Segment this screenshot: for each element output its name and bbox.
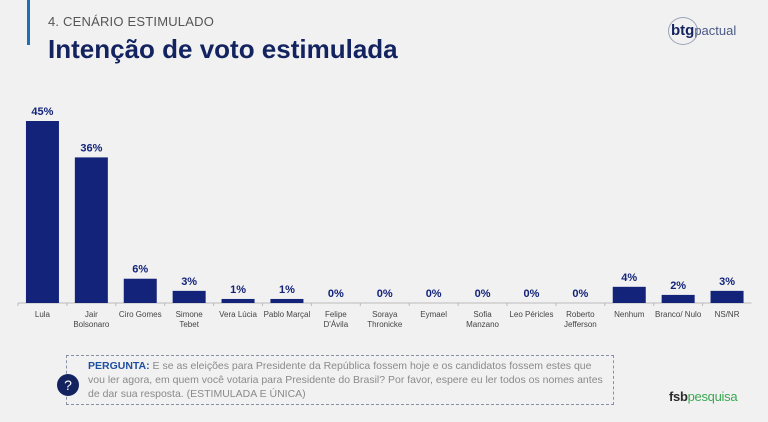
data-label: 0% [572, 288, 588, 300]
category-label: Bolsonaro [73, 320, 110, 329]
data-label: 0% [377, 288, 393, 300]
bar-1 [74, 157, 108, 303]
data-label: 45% [31, 106, 53, 118]
category-label: Branco/ Nulo [655, 310, 702, 319]
accent-bar [27, 0, 30, 45]
btg-pactual-logo: btg pactual [668, 17, 737, 45]
category-label: Lula [35, 310, 51, 319]
question-label: PERGUNTA: [88, 360, 150, 372]
bar-13 [661, 294, 695, 303]
category-label: Jair [85, 310, 98, 319]
category-label: Ciro Gomes [119, 310, 162, 319]
bar-5 [270, 298, 304, 303]
data-label: 2% [670, 280, 686, 292]
data-label: 4% [621, 272, 637, 284]
category-label: Simone [176, 310, 204, 319]
logo-fsb-text: fsb [669, 389, 688, 404]
category-label: Manzano [466, 320, 499, 329]
section-label: 4. CENÁRIO ESTIMULADO [48, 14, 215, 29]
data-label: 3% [719, 276, 735, 288]
category-label: Roberto [566, 310, 595, 319]
category-label: Tebet [179, 320, 199, 329]
question-text: PERGUNTA: E se as eleições para Presiden… [88, 359, 608, 401]
data-label: 6% [132, 264, 148, 276]
data-label: 1% [279, 284, 295, 296]
category-label: Vera Lúcia [219, 310, 257, 319]
logo-pactual-text: pactual [694, 22, 737, 38]
fsb-pesquisa-logo: fsbpesquisa [669, 389, 738, 404]
category-label: Soraya [372, 310, 398, 319]
category-label: Thronicke [367, 320, 403, 329]
bar-12 [612, 286, 646, 303]
data-label: 0% [328, 288, 344, 300]
category-label: Pablo Marçal [264, 310, 311, 319]
data-label: 0% [426, 288, 442, 300]
category-label: Felipe [325, 310, 347, 319]
data-label: 3% [181, 276, 197, 288]
question-mark-icon: ? [57, 374, 79, 396]
category-label: Nenhum [614, 310, 645, 319]
bar-4 [221, 298, 255, 303]
category-label: Eymael [420, 310, 447, 319]
category-label: D'Ávila [324, 320, 349, 329]
logo-circle-icon [668, 17, 698, 45]
bar-3 [172, 290, 206, 303]
category-label: Jefferson [564, 320, 597, 329]
category-label: Sofia [473, 310, 492, 319]
data-label: 36% [80, 142, 102, 154]
bar-14 [710, 290, 744, 303]
category-label: NS/NR [715, 310, 740, 319]
logo-btg-text: btg [671, 21, 695, 39]
page-title: Intenção de voto estimulada [48, 34, 398, 64]
data-label: 0% [475, 288, 491, 300]
data-label: 1% [230, 284, 246, 296]
bar-0 [25, 121, 59, 303]
category-label: Leo Péricles [509, 310, 553, 319]
data-label: 0% [523, 288, 539, 300]
bar-2 [123, 278, 157, 303]
question-body: E se as eleições para Presidente da Repú… [88, 360, 603, 400]
logo-pesquisa-text: pesquisa [687, 389, 738, 404]
